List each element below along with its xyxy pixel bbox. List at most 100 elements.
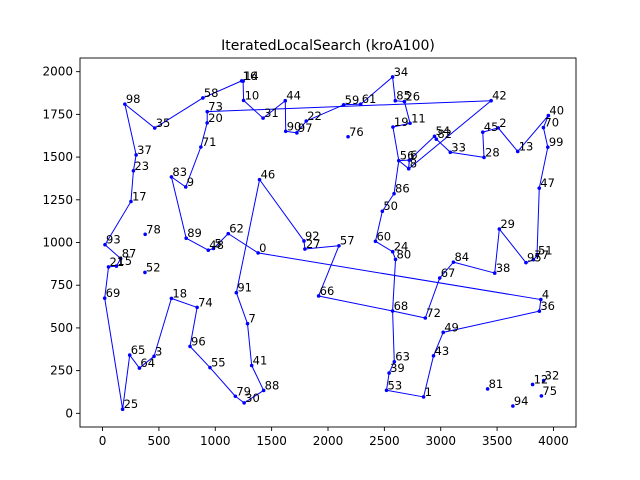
y-tick-label: 0 — [65, 406, 73, 420]
city-label: 72 — [426, 306, 441, 320]
tour-edge — [538, 299, 542, 312]
city-point — [134, 153, 138, 157]
city-point — [195, 305, 199, 310]
city-label: 91 — [237, 281, 252, 295]
city-point — [129, 199, 133, 204]
tour-edge — [435, 138, 451, 153]
tour-edge — [209, 367, 236, 397]
city-label: 27 — [306, 237, 321, 251]
city-point — [497, 227, 502, 231]
tour-edge — [374, 211, 383, 242]
city-label: 88 — [265, 378, 280, 392]
city-point — [346, 134, 350, 139]
city-point — [169, 296, 174, 301]
city-point — [131, 168, 136, 173]
tour-edge — [235, 179, 261, 293]
city-label: 53 — [388, 378, 403, 392]
tour-edge — [497, 127, 519, 152]
city-label: 40 — [549, 104, 564, 118]
city-label: 9 — [187, 175, 194, 189]
city-point — [396, 158, 401, 163]
city-point — [390, 309, 395, 313]
tour-edge — [450, 151, 485, 158]
tour-edge — [243, 390, 264, 404]
city-label: 98 — [126, 92, 141, 106]
tour-edge — [360, 76, 393, 105]
x-tick-label: 1500 — [256, 434, 287, 448]
city-point — [102, 296, 107, 300]
tour-edge — [439, 261, 454, 279]
tour-edge — [392, 126, 400, 161]
city-point — [233, 394, 238, 399]
city-point — [496, 126, 501, 130]
city-label: 79 — [236, 384, 251, 398]
city-point — [118, 256, 123, 261]
city-label: 95 — [527, 251, 542, 265]
tour-edge — [343, 103, 361, 106]
city-point — [123, 102, 127, 106]
city-label: 42 — [492, 89, 507, 103]
chart-title: IteratedLocalSearch (kroA100) — [221, 38, 435, 54]
city-label: 45 — [484, 120, 499, 134]
city-label: 61 — [362, 92, 377, 106]
city-point — [482, 155, 486, 160]
tour-edge — [171, 176, 187, 188]
city-point — [530, 382, 535, 387]
tour-edge — [392, 310, 426, 319]
city-label: 17 — [132, 190, 147, 204]
city-label: 1 — [425, 385, 432, 399]
city-label: 56 — [400, 149, 415, 163]
city-label: 96 — [191, 334, 206, 348]
city-label: 62 — [229, 222, 244, 236]
city-point — [295, 131, 299, 135]
city-label: 35 — [156, 116, 171, 130]
tour-edge — [170, 176, 187, 239]
city-label: 10 — [245, 88, 260, 102]
tour-edge — [235, 292, 248, 324]
city-point — [546, 113, 551, 118]
city-label: 26 — [405, 90, 420, 104]
city-label: 93 — [106, 233, 121, 247]
city-label: 73 — [208, 100, 223, 114]
city-label: 55 — [211, 356, 226, 370]
tour-edges — [104, 76, 549, 410]
city-label: 49 — [444, 320, 459, 334]
city-label: 43 — [435, 344, 450, 358]
x-tick-label: 1000 — [200, 434, 231, 448]
x-tick-label: 0 — [99, 434, 107, 448]
city-label: 69 — [106, 286, 121, 300]
city-point — [106, 265, 111, 269]
city-label: 75 — [542, 384, 557, 398]
city-point — [489, 98, 493, 103]
city-point — [143, 232, 147, 237]
city-point — [114, 264, 119, 268]
city-point — [241, 98, 246, 103]
tour-edge — [386, 372, 390, 391]
tour-edge — [542, 115, 549, 128]
city-point — [143, 270, 147, 275]
axes: 0 500 1000 1500 2000 2500 3000 3500 400002505007… — [42, 57, 577, 448]
tour-edge — [494, 228, 500, 274]
city-point — [451, 260, 456, 264]
city-point — [249, 363, 254, 368]
tour-edge — [318, 245, 340, 297]
city-point — [537, 186, 542, 190]
tour-edge — [388, 361, 395, 374]
city-point — [406, 166, 411, 171]
city-point — [511, 404, 515, 408]
city-point — [245, 321, 250, 326]
tour-edge — [185, 237, 209, 251]
city-point — [387, 371, 391, 375]
tour-edge — [235, 395, 245, 404]
tour-edge — [285, 130, 297, 134]
city-point — [205, 121, 209, 125]
city-point — [211, 246, 216, 251]
city-point — [421, 395, 426, 399]
x-tick-label: 2000 — [313, 434, 344, 448]
city-point — [393, 98, 398, 103]
city-label: 24 — [394, 240, 409, 254]
city-label: 70 — [544, 116, 559, 130]
city-label: 64 — [140, 356, 155, 370]
city-label: 16 — [243, 69, 258, 83]
city-point — [408, 121, 412, 126]
